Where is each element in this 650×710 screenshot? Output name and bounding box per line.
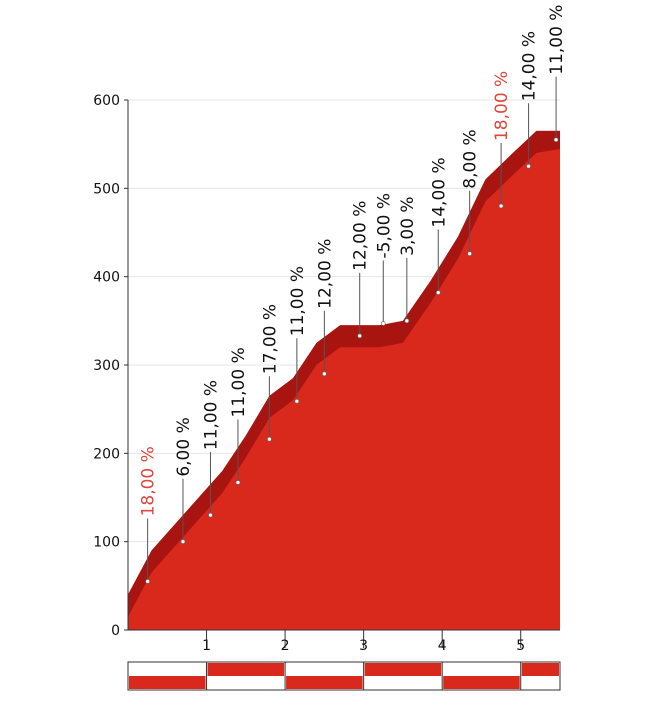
profile-area-group xyxy=(128,130,560,630)
scale-bar-segment xyxy=(286,676,363,689)
gradient-point-marker xyxy=(208,512,213,518)
x-tick-label: 4 xyxy=(438,638,447,654)
y-tick-label: 0 xyxy=(111,623,120,639)
gradient-label: 3,00 % xyxy=(398,196,418,255)
x-tick-label: 1 xyxy=(202,638,211,654)
gradient-label: 6,00 % xyxy=(174,417,194,476)
y-tick-label: 500 xyxy=(93,181,120,197)
distance-scale-bar xyxy=(127,661,561,691)
x-tick-label: 3 xyxy=(359,638,368,654)
y-tick-label: 300 xyxy=(93,358,120,374)
gradient-point-marker xyxy=(357,333,363,339)
gradient-point-marker xyxy=(267,436,272,442)
x-tick-label: 2 xyxy=(281,638,290,654)
gradient-label: 11,00 % xyxy=(288,266,308,336)
gradient-point-marker xyxy=(498,203,504,209)
gradient-point-marker xyxy=(526,163,531,169)
y-tick-label: 200 xyxy=(93,446,120,462)
gradient-point-marker xyxy=(145,579,150,584)
gradient-point-marker xyxy=(180,539,186,545)
gradient-point-marker xyxy=(380,321,386,326)
gradient-label: -5,00 % xyxy=(374,193,394,259)
gradient-label: 17,00 % xyxy=(260,304,280,374)
y-tick-label: 600 xyxy=(93,93,120,109)
gradient-point-marker xyxy=(467,251,473,257)
scale-bar-segment xyxy=(521,663,559,676)
scale-bar-segment xyxy=(207,663,285,676)
gradient-point-marker xyxy=(294,398,300,404)
gradient-label: 11,00 % xyxy=(201,380,221,450)
scale-bar-segment xyxy=(443,676,520,689)
gradient-point-marker xyxy=(404,318,410,324)
gradient-point-marker xyxy=(553,137,559,143)
gradient-label: 11,00 % xyxy=(547,5,567,75)
gradient-label: 14,00 % xyxy=(520,31,540,101)
gradient-annotations: 18,00 % 6,00 % 11,00 % 11,00 % 17,00 % 11,00 … xyxy=(139,5,567,584)
gradient-label: 18,00 % xyxy=(492,71,512,141)
gradient-label: 18,00 % xyxy=(139,446,159,516)
gradient-label: 12,00 % xyxy=(315,239,335,309)
y-tick-label: 100 xyxy=(93,535,120,551)
axes: 0 100 200 300 400 500 600 1 2 3 4 5 xyxy=(93,93,560,654)
profile-edge xyxy=(128,130,560,617)
profile-area xyxy=(128,130,560,630)
gradient-point-marker xyxy=(435,290,441,295)
gradient-label: 11,00 % xyxy=(229,347,249,417)
scale-bar-segment xyxy=(364,663,442,676)
gradient-point-marker xyxy=(235,480,241,485)
scale-bar-segment xyxy=(129,676,206,689)
y-tick-label: 400 xyxy=(93,270,120,286)
gradient-label: 14,00 % xyxy=(429,157,449,227)
gradient-label: 8,00 % xyxy=(461,129,481,188)
x-tick-label: 5 xyxy=(516,638,525,654)
gradient-label: 12,00 % xyxy=(351,201,371,271)
gradient-point-marker xyxy=(322,371,327,377)
